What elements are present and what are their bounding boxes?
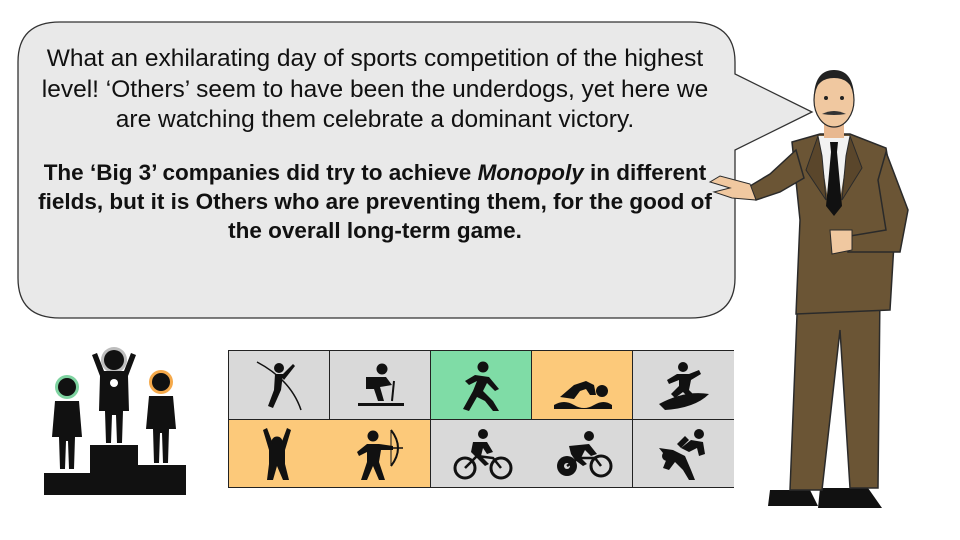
cell-cycling [431,420,633,487]
track-cycling-icon [557,431,613,478]
presenter-illustration [708,70,909,508]
pole-vault-icon [256,361,302,411]
skiing-icon [358,363,404,406]
sports-grid [228,350,734,488]
cell-swimming [532,351,633,420]
trousers [789,289,881,491]
left-shoe [768,490,818,506]
speech-text: What an exhilarating day of sports compe… [30,44,720,245]
swimming-icon [554,381,612,409]
surfing-icon [659,362,709,410]
tie-icon [826,142,842,216]
mountain-biking-icon [453,429,513,480]
moustache [822,111,846,115]
left-arm [749,148,805,201]
speech-paragraph-2: The ‘Big 3’ companies did try to achieve… [38,159,712,243]
podium-block-third [136,465,186,495]
right-shoe [818,488,882,508]
archery-icon [357,429,403,480]
winner-second-place [52,375,82,469]
gymnastics-icon [263,428,291,480]
podium-illustration [44,347,186,495]
hair [814,70,854,94]
wrestling-icon [659,429,705,480]
speech-paragraph-1: What an exhilarating day of sports compe… [41,45,709,133]
cell-surfing [633,351,734,420]
winner-third-place [146,370,176,463]
cell-pole-vault [229,351,330,420]
cell-running [431,351,532,420]
pointing-hand [708,175,757,201]
cell-skiing [330,351,431,420]
cell-gymnastics-archery [229,420,431,487]
cell-wrestling [633,420,734,487]
podium-block-second [44,473,96,495]
podium-block-first [90,445,138,495]
winner-first-place [92,347,136,443]
running-icon [463,361,499,411]
